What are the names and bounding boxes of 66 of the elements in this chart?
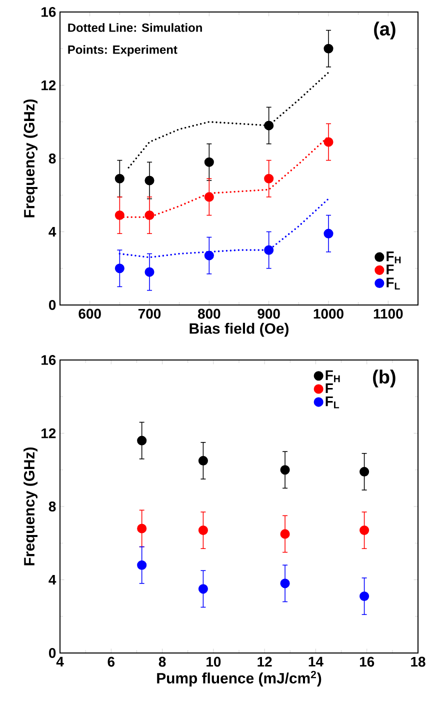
point (324, 44, 334, 54)
point (280, 529, 290, 539)
y-tick-label: 0 (48, 300, 56, 310)
point (264, 245, 274, 255)
annotation: (a) (374, 22, 396, 40)
point (114, 174, 124, 184)
legend-label: F (326, 383, 333, 394)
x-tick-label: 4 (56, 656, 64, 666)
annotation: Points: Experiment (68, 45, 178, 56)
point (324, 228, 334, 238)
point (264, 120, 274, 130)
legend-label: F$_{L}$ (326, 396, 340, 408)
point (360, 526, 370, 536)
x-axis-title: Bias field (Oe) (190, 322, 288, 337)
x-tick-label: 6 (108, 656, 115, 667)
point (198, 584, 208, 594)
point (204, 250, 214, 260)
y-axis-title: Frequency (GHz) (24, 99, 38, 218)
point (280, 465, 290, 475)
x-tick-label: 800 (198, 308, 220, 319)
y-tick-label: 16 (42, 355, 56, 365)
y-tick-label: 12 (42, 428, 56, 438)
x-tick-label: 600 (78, 308, 101, 319)
y-tick-label: 16 (42, 7, 56, 17)
x-axis-title: Pump fluence (mJ/cm$^{2}$) (157, 670, 322, 686)
y-tick-label: 4 (48, 574, 56, 585)
y-tick-label: 8 (48, 154, 56, 164)
y-tick-label: 4 (48, 226, 56, 237)
point (114, 264, 124, 274)
point (144, 176, 154, 186)
point (137, 436, 147, 446)
point (198, 526, 208, 536)
y-axis-title: Frequency (GHz) (24, 447, 38, 566)
x-tick-label: 12 (258, 656, 272, 667)
point (144, 267, 154, 277)
x-tick-label: 10 (206, 656, 221, 667)
legend-label: F (386, 264, 394, 274)
point (204, 192, 214, 202)
point (137, 524, 147, 534)
point (144, 210, 154, 220)
annotation: (b) (373, 370, 396, 388)
legend-label: F$_{H}$ (386, 252, 401, 264)
x-tick-label: 700 (138, 308, 161, 319)
y-tick-label: 8 (48, 502, 56, 512)
point (198, 456, 208, 466)
x-tick-label: 16 (360, 656, 374, 667)
annotation: Dotted Line: Simulation (68, 23, 202, 32)
point (137, 560, 147, 570)
x-tick-label: 18 (411, 656, 426, 667)
point (114, 210, 124, 220)
y-tick-label: 12 (42, 80, 56, 90)
x-tick-label: 8 (158, 656, 166, 667)
x-tick-label: 900 (258, 308, 280, 319)
x-tick-label: 1100 (374, 308, 403, 319)
point (324, 137, 334, 147)
legend-label: F$_{L}$ (386, 278, 400, 290)
point (280, 578, 290, 588)
legend-label: F$_{H}$ (326, 370, 340, 382)
x-tick-label: 14 (308, 656, 324, 666)
point (264, 174, 274, 184)
point (360, 591, 370, 602)
point (204, 157, 214, 167)
point (360, 466, 370, 476)
x-tick-label: 1000 (314, 308, 344, 319)
line-series (128, 72, 330, 169)
y-tick-label: 0 (48, 648, 56, 658)
